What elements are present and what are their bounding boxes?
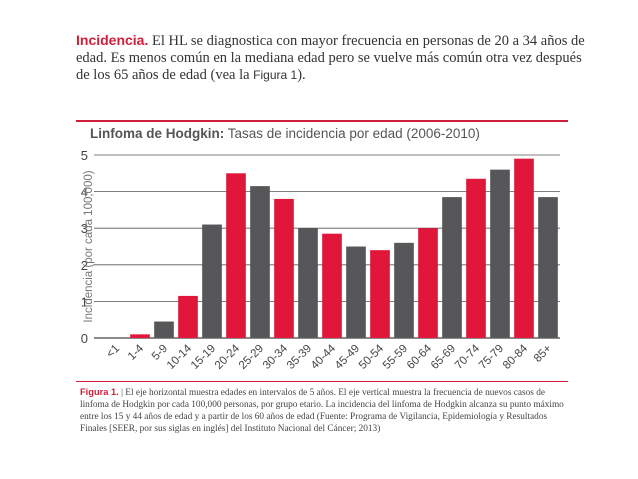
caption-label: Figura 1. bbox=[80, 387, 119, 397]
bar-50-54 bbox=[370, 250, 390, 338]
x-tick-label: 65-69 bbox=[429, 343, 458, 372]
bar-65-69 bbox=[442, 197, 462, 338]
x-tick-label: 25-29 bbox=[237, 343, 266, 372]
bar-35-39 bbox=[298, 228, 318, 338]
x-tick-label: 50-54 bbox=[357, 342, 387, 372]
x-tick-label: 85+ bbox=[532, 342, 554, 364]
bar-1-4 bbox=[130, 334, 150, 338]
intro-lead: Incidencia. bbox=[76, 32, 149, 48]
x-tick-label: 1-4 bbox=[126, 342, 147, 363]
y-tick-label: 4 bbox=[81, 185, 88, 200]
bar-60-64 bbox=[418, 228, 438, 338]
chart-title-bold: Linfoma de Hodgkin: bbox=[90, 126, 225, 141]
y-tick-label: 2 bbox=[81, 258, 88, 273]
bar-chart: 0 1 2 3 4 5 Incidencia (por cada 100,000) <1 1-4… bbox=[81, 148, 560, 372]
x-tick-label: 75-79 bbox=[477, 343, 506, 372]
x-tick-label: 40-44 bbox=[309, 342, 339, 372]
x-tick-label: 60-64 bbox=[405, 342, 435, 372]
y-tick-label: 1 bbox=[81, 294, 88, 309]
bar-30-34 bbox=[274, 198, 294, 338]
bar-75-79 bbox=[490, 169, 510, 338]
bar-10-14 bbox=[178, 295, 198, 338]
x-tick-label: 45-49 bbox=[333, 343, 362, 372]
bar-85+ bbox=[538, 197, 558, 338]
bar-80-84 bbox=[514, 158, 534, 338]
caption-text: El eje horizontal muestra edades en inte… bbox=[80, 388, 564, 434]
bar-20-24 bbox=[226, 173, 246, 338]
intro-paragraph: Incidencia. El HL se diagnostica con may… bbox=[76, 32, 596, 84]
x-tick-label: 70-74 bbox=[453, 342, 483, 372]
bar-70-74 bbox=[466, 178, 486, 338]
bar-40-44 bbox=[322, 233, 342, 338]
bar-5-9 bbox=[154, 321, 174, 338]
y-tick-label: 0 bbox=[81, 331, 88, 346]
bar-25-29 bbox=[250, 186, 270, 338]
y-tick-label: 3 bbox=[81, 221, 88, 236]
chart-title: Linfoma de Hodgkin: Tasas de incidencia … bbox=[90, 126, 480, 141]
x-tick-label: 20-24 bbox=[213, 342, 243, 372]
intro-end: ). bbox=[297, 67, 306, 83]
bar-45-49 bbox=[346, 246, 366, 338]
chart-title-rest: Tasas de incidencia por edad (2006-2010) bbox=[224, 126, 480, 141]
intro-figure-reference: Figura 1 bbox=[253, 68, 298, 82]
chart-top-rule bbox=[76, 120, 568, 122]
intro-text: El HL se diagnostica con mayor frecuenci… bbox=[76, 33, 585, 83]
caption-rule bbox=[76, 381, 568, 382]
y-tick-label: 5 bbox=[81, 148, 88, 163]
x-tick-label: 35-39 bbox=[285, 343, 314, 372]
bar-55-59 bbox=[394, 242, 414, 338]
y-axis-label: Incidencia (por cada 100,000) bbox=[83, 170, 95, 322]
x-tick-label: 80-84 bbox=[501, 342, 531, 372]
figure-caption: Figura 1. | El eje horizontal muestra ed… bbox=[80, 386, 570, 435]
x-tick-label: <1 bbox=[104, 343, 122, 361]
x-tick-label: 55-59 bbox=[381, 343, 410, 372]
x-tick-label: 10-14 bbox=[165, 342, 195, 372]
x-tick-label: 15-19 bbox=[189, 343, 218, 372]
bar-15-19 bbox=[202, 224, 222, 338]
caption-separator: | bbox=[118, 388, 126, 398]
x-tick-label: 30-34 bbox=[261, 342, 291, 372]
